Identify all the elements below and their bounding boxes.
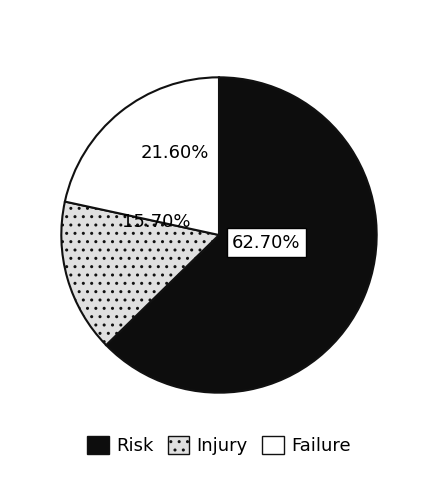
Text: 15.70%: 15.70% — [122, 214, 190, 232]
Text: 62.70%: 62.70% — [232, 234, 300, 252]
Wedge shape — [65, 78, 219, 235]
Wedge shape — [106, 78, 377, 392]
Text: 21.60%: 21.60% — [141, 144, 209, 162]
Legend: Risk, Injury, Failure: Risk, Injury, Failure — [80, 428, 358, 462]
Wedge shape — [61, 202, 219, 345]
